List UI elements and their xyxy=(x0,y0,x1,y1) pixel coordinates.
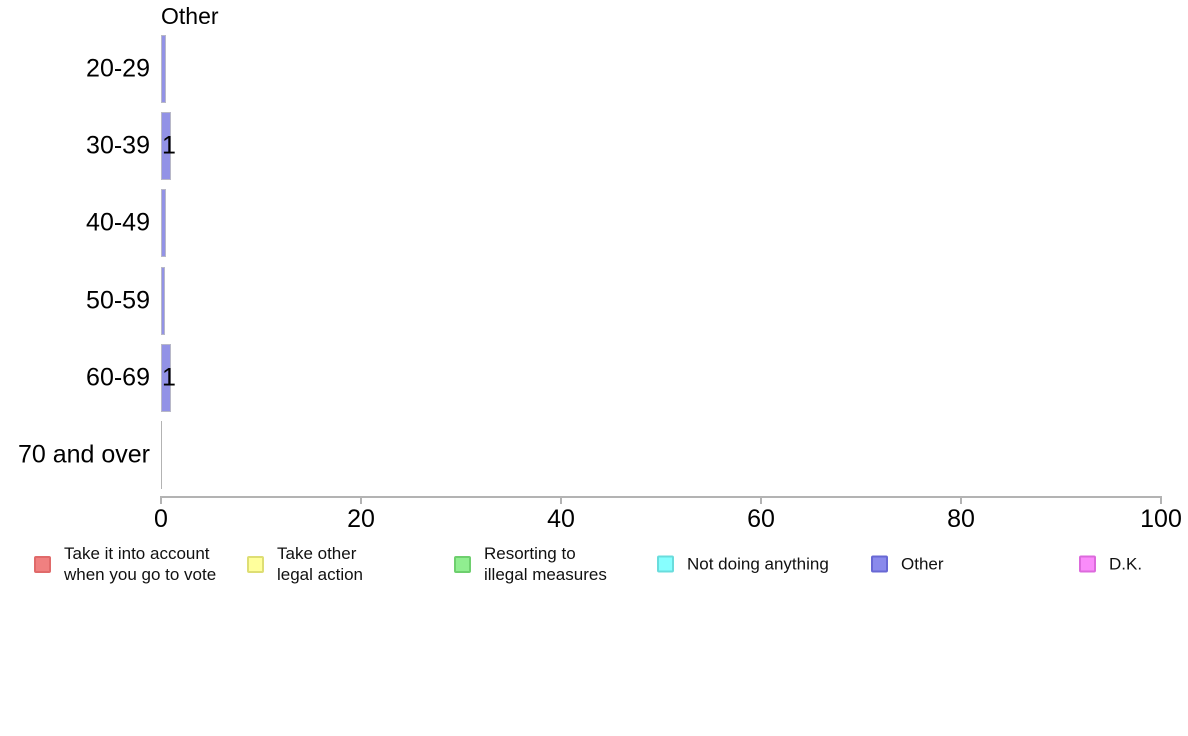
bar-70-and-over xyxy=(161,421,162,490)
y-axis-label: 40-49 xyxy=(86,208,150,237)
chart-row: 20-29 xyxy=(0,30,1188,107)
y-axis-label: 70 and over xyxy=(17,440,150,469)
bar-50-59 xyxy=(161,266,165,335)
legend-swatch-take-into-account-vote xyxy=(34,555,51,573)
chart-row: 30-39 1 xyxy=(0,107,1188,184)
x-axis-tick xyxy=(960,496,962,504)
legend-item-take-into-account-vote: Take it into account when you go to vote xyxy=(34,543,216,585)
legend-label: Take it into account when you go to vote xyxy=(64,544,217,584)
y-axis-label: 20-29 xyxy=(86,54,150,83)
x-axis-tick xyxy=(160,496,162,504)
legend-label: Take other legal action xyxy=(277,544,364,584)
chart-row: 50-59 xyxy=(0,262,1188,339)
legend-item-resorting-illegal-measures: Resorting to illegal measures xyxy=(454,543,607,585)
bar-40-49 xyxy=(161,189,166,258)
bar-value-label: 1 xyxy=(162,363,176,392)
bar-value-label: 1 xyxy=(162,131,176,160)
legend-swatch-resorting-illegal-measures xyxy=(454,555,471,573)
x-axis-tick xyxy=(560,496,562,504)
legend-label: D.K. xyxy=(1109,554,1143,574)
x-axis-tick xyxy=(360,496,362,504)
chart-row: 40-49 xyxy=(0,185,1188,262)
legend-swatch-other xyxy=(871,555,888,573)
chart-row: 60-69 1 xyxy=(0,339,1188,416)
x-axis-tick-label: 40 xyxy=(547,505,575,533)
x-axis-tick xyxy=(1160,496,1162,504)
bar-60-69 xyxy=(161,343,171,412)
legend-item-dk: D.K. xyxy=(1079,554,1142,575)
legend-item-other: Other xyxy=(871,554,944,575)
legend-item-not-doing-anything: Not doing anything xyxy=(657,554,829,575)
x-axis-tick-label: 20 xyxy=(347,505,375,533)
legend-label: Resorting to illegal measures xyxy=(484,544,607,584)
legend-label: Not doing anything xyxy=(687,554,829,574)
legend-swatch-dk xyxy=(1079,555,1096,573)
bar-30-39 xyxy=(161,111,171,180)
x-axis-tick-label: 0 xyxy=(154,505,168,533)
x-axis-tick xyxy=(760,496,762,504)
legend-label: Other xyxy=(901,554,944,574)
y-axis-label: 50-59 xyxy=(86,286,150,315)
bar-20-29 xyxy=(161,34,166,103)
y-axis-label: 60-69 xyxy=(86,363,150,392)
y-axis-label: 30-39 xyxy=(86,131,150,160)
x-axis-tick-label: 80 xyxy=(947,505,975,533)
legend-item-take-other-legal-action: Take other legal action xyxy=(247,543,363,585)
chart-row: 70 and over xyxy=(0,417,1188,494)
x-axis-tick-label: 60 xyxy=(747,505,775,533)
x-axis-tick-label: 100 xyxy=(1140,505,1182,533)
legend-swatch-take-other-legal-action xyxy=(247,555,264,573)
x-axis-line xyxy=(161,496,1162,498)
legend-swatch-not-doing-anything xyxy=(657,555,674,573)
chart-title: Other xyxy=(161,3,219,29)
